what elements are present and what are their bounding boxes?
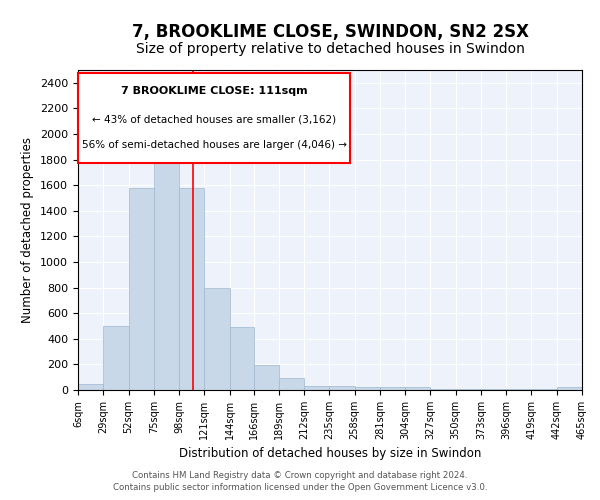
Text: 7 BROOKLIME CLOSE: 111sqm: 7 BROOKLIME CLOSE: 111sqm: [121, 86, 307, 96]
Bar: [128, 188, 154, 390]
Bar: [204, 288, 230, 390]
X-axis label: Distribution of detached houses by size in Swindon: Distribution of detached houses by size …: [179, 448, 481, 460]
Bar: [230, 328, 254, 390]
Bar: [179, 188, 204, 390]
Bar: [279, 378, 304, 390]
Bar: [254, 365, 279, 390]
Bar: [405, 388, 430, 390]
Bar: [154, 140, 179, 390]
Bar: [304, 386, 329, 390]
Bar: [103, 326, 128, 390]
Text: Size of property relative to detached houses in Swindon: Size of property relative to detached ho…: [136, 42, 524, 56]
Bar: [380, 388, 405, 390]
FancyBboxPatch shape: [78, 73, 350, 163]
Bar: [329, 386, 355, 390]
Bar: [78, 384, 103, 390]
Bar: [355, 387, 380, 390]
Y-axis label: Number of detached properties: Number of detached properties: [22, 137, 34, 323]
Bar: [557, 388, 582, 390]
Text: 56% of semi-detached houses are larger (4,046) →: 56% of semi-detached houses are larger (…: [82, 140, 347, 150]
Text: 7, BROOKLIME CLOSE, SWINDON, SN2 2SX: 7, BROOKLIME CLOSE, SWINDON, SN2 2SX: [131, 22, 529, 40]
Text: ← 43% of detached houses are smaller (3,162): ← 43% of detached houses are smaller (3,…: [92, 115, 336, 125]
Text: Contains HM Land Registry data © Crown copyright and database right 2024.: Contains HM Land Registry data © Crown c…: [132, 471, 468, 480]
Text: Contains public sector information licensed under the Open Government Licence v3: Contains public sector information licen…: [113, 484, 487, 492]
